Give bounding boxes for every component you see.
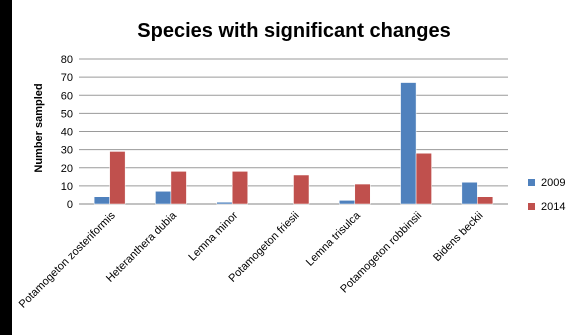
bar-2009-6 bbox=[400, 82, 417, 205]
bar-2014-5 bbox=[354, 183, 371, 205]
bar-2014-1 bbox=[109, 151, 126, 205]
legend: 2009 2014 bbox=[528, 177, 565, 213]
y-tick-label: 0 bbox=[67, 199, 73, 211]
legend-swatch-2009 bbox=[528, 179, 535, 186]
bar-2009-2 bbox=[155, 191, 172, 205]
x-tick-label: Potamogeton friesii bbox=[227, 210, 302, 285]
legend-label-2014: 2014 bbox=[541, 201, 565, 213]
y-tick-label: 20 bbox=[61, 163, 73, 175]
bar-2009-5 bbox=[339, 200, 356, 205]
bar-2014-2 bbox=[170, 171, 187, 205]
bar-2014-6 bbox=[415, 153, 432, 205]
y-tick-labels: 0 10 20 30 40 50 60 70 80 bbox=[61, 54, 73, 211]
x-tick-label: Lemna trisulca bbox=[304, 209, 364, 269]
x-tick-label: Potamogeton zosteriformis bbox=[17, 209, 118, 310]
y-tick-label: 10 bbox=[61, 181, 73, 193]
y-tick-label: 60 bbox=[61, 90, 73, 102]
bar-2009-3 bbox=[216, 201, 233, 205]
bar-2014-7 bbox=[477, 196, 494, 205]
y-tick-label: 30 bbox=[61, 145, 73, 157]
y-tick-label: 40 bbox=[61, 127, 73, 139]
x-tick-label: Lemna minor bbox=[186, 209, 240, 263]
bar-2009-1 bbox=[93, 196, 110, 205]
bar-2014-4 bbox=[293, 174, 310, 205]
legend-swatch-2014 bbox=[528, 203, 535, 210]
bar-2014-3 bbox=[231, 171, 248, 205]
grid-lines bbox=[79, 58, 508, 205]
chart-area: Species with significant changes Number … bbox=[12, 0, 568, 335]
bar-2009-7 bbox=[461, 182, 478, 205]
x-tick-label: Bidens beckii bbox=[431, 210, 485, 264]
bars bbox=[93, 82, 494, 205]
y-tick-label: 50 bbox=[61, 108, 73, 120]
chart-title: Species with significant changes bbox=[137, 20, 450, 42]
legend-label-2009: 2009 bbox=[541, 177, 565, 189]
y-tick-label: 70 bbox=[61, 72, 73, 84]
y-axis-label: Number sampled bbox=[33, 83, 45, 172]
y-tick-label: 80 bbox=[61, 54, 73, 66]
bar-chart: Species with significant changes Number … bbox=[17, 20, 566, 311]
